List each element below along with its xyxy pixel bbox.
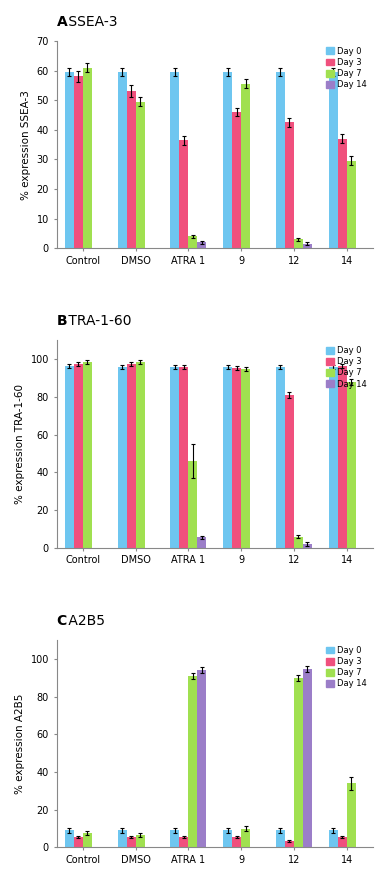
Bar — [338, 366, 346, 548]
Bar — [197, 671, 206, 847]
Y-axis label: % expression SSEA-3: % expression SSEA-3 — [21, 90, 31, 200]
Bar — [65, 831, 74, 847]
Bar — [136, 363, 145, 548]
Y-axis label: % expression TRA-1-60: % expression TRA-1-60 — [15, 385, 25, 504]
Bar — [346, 382, 355, 548]
Y-axis label: % expression A2B5: % expression A2B5 — [15, 693, 25, 794]
Bar — [241, 369, 250, 548]
Bar — [197, 538, 206, 548]
Bar — [232, 837, 241, 847]
Bar — [346, 783, 355, 847]
Text: B: B — [57, 314, 67, 328]
Legend: Day 0, Day 3, Day 7, Day 14: Day 0, Day 3, Day 7, Day 14 — [324, 644, 369, 690]
Bar — [170, 72, 179, 248]
Bar — [232, 112, 241, 248]
Bar — [189, 461, 197, 548]
Bar — [127, 837, 136, 847]
Bar — [189, 237, 197, 248]
Bar — [179, 367, 189, 548]
Bar — [346, 161, 355, 248]
Bar — [74, 364, 83, 548]
Bar — [179, 140, 189, 248]
Bar — [83, 833, 92, 847]
Bar — [189, 676, 197, 847]
Bar — [303, 670, 312, 847]
Bar — [83, 68, 92, 248]
Bar — [83, 363, 92, 548]
Bar — [285, 122, 294, 248]
Text: C: C — [57, 613, 67, 627]
Bar — [223, 831, 232, 847]
Bar — [118, 367, 127, 548]
Bar — [329, 72, 338, 248]
Text: A: A — [57, 14, 68, 28]
Bar — [294, 537, 303, 548]
Bar — [223, 367, 232, 548]
Bar — [127, 364, 136, 548]
Bar — [170, 831, 179, 847]
Bar — [294, 239, 303, 248]
Bar — [179, 837, 189, 847]
Bar — [65, 72, 74, 248]
Bar — [338, 139, 346, 248]
Legend: Day 0, Day 3, Day 7, Day 14: Day 0, Day 3, Day 7, Day 14 — [324, 345, 369, 390]
Bar — [65, 366, 74, 548]
Bar — [276, 72, 285, 248]
Bar — [74, 77, 83, 248]
Bar — [118, 831, 127, 847]
Bar — [232, 368, 241, 548]
Bar — [127, 92, 136, 248]
Text: A2B5: A2B5 — [64, 613, 106, 627]
Bar — [303, 244, 312, 248]
Bar — [241, 84, 250, 248]
Bar — [136, 835, 145, 847]
Bar — [74, 837, 83, 847]
Text: TRA-1-60: TRA-1-60 — [64, 314, 132, 328]
Bar — [285, 395, 294, 548]
Text: SSEA-3: SSEA-3 — [64, 14, 118, 28]
Bar — [303, 544, 312, 548]
Bar — [276, 831, 285, 847]
Bar — [223, 72, 232, 248]
Bar — [329, 831, 338, 847]
Bar — [338, 837, 346, 847]
Bar — [136, 102, 145, 248]
Bar — [170, 367, 179, 548]
Bar — [276, 367, 285, 548]
Bar — [285, 840, 294, 847]
Bar — [197, 242, 206, 248]
Legend: Day 0, Day 3, Day 7, Day 14: Day 0, Day 3, Day 7, Day 14 — [324, 45, 369, 91]
Bar — [118, 72, 127, 248]
Bar — [241, 828, 250, 847]
Bar — [294, 678, 303, 847]
Bar — [329, 367, 338, 548]
